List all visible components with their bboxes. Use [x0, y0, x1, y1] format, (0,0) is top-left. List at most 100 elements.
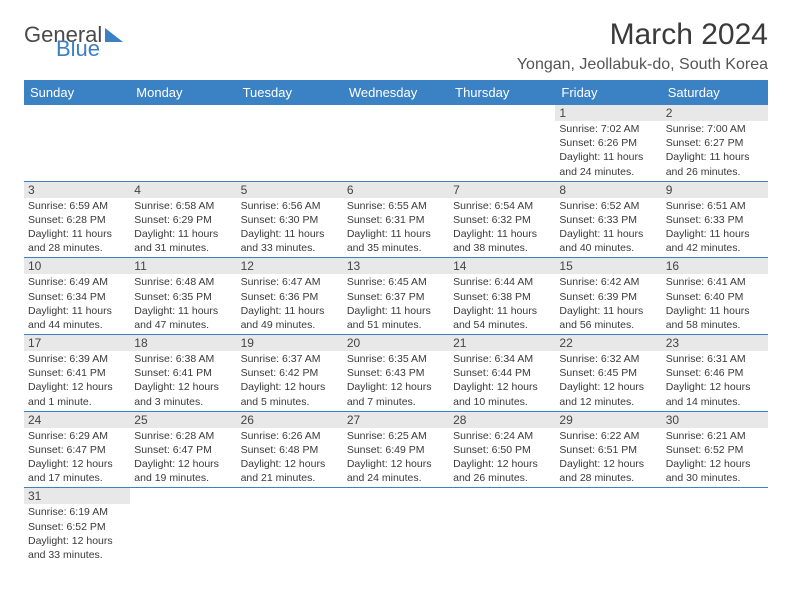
calendar-week-row: 17Sunrise: 6:39 AMSunset: 6:41 PMDayligh… [24, 335, 768, 412]
calendar-cell: 20Sunrise: 6:35 AMSunset: 6:43 PMDayligh… [343, 335, 449, 412]
day-number: 1 [555, 105, 661, 121]
calendar-cell: 14Sunrise: 6:44 AMSunset: 6:38 PMDayligh… [449, 258, 555, 335]
day-number: 10 [24, 258, 130, 274]
day-details: Sunrise: 6:52 AMSunset: 6:33 PMDaylight:… [555, 198, 661, 258]
day-details: Sunrise: 6:19 AMSunset: 6:52 PMDaylight:… [24, 504, 130, 564]
calendar-cell: 5Sunrise: 6:56 AMSunset: 6:30 PMDaylight… [237, 181, 343, 258]
sunrise-text: Sunrise: 6:48 AM [134, 275, 232, 289]
sunset-text: Sunset: 6:44 PM [453, 366, 551, 380]
day-details: Sunrise: 6:39 AMSunset: 6:41 PMDaylight:… [24, 351, 130, 411]
calendar-cell: 2Sunrise: 7:00 AMSunset: 6:27 PMDaylight… [662, 105, 768, 181]
day-details: Sunrise: 6:44 AMSunset: 6:38 PMDaylight:… [449, 274, 555, 334]
daylight-text: Daylight: 11 hours and 35 minutes. [347, 227, 445, 255]
calendar-week-row: 1Sunrise: 7:02 AMSunset: 6:26 PMDaylight… [24, 105, 768, 181]
calendar-cell: 16Sunrise: 6:41 AMSunset: 6:40 PMDayligh… [662, 258, 768, 335]
sunset-text: Sunset: 6:28 PM [28, 213, 126, 227]
sunset-text: Sunset: 6:41 PM [28, 366, 126, 380]
sunrise-text: Sunrise: 6:56 AM [241, 199, 339, 213]
calendar-cell: 6Sunrise: 6:55 AMSunset: 6:31 PMDaylight… [343, 181, 449, 258]
day-details: Sunrise: 6:35 AMSunset: 6:43 PMDaylight:… [343, 351, 449, 411]
calendar-cell: 29Sunrise: 6:22 AMSunset: 6:51 PMDayligh… [555, 411, 661, 488]
calendar-week-row: 10Sunrise: 6:49 AMSunset: 6:34 PMDayligh… [24, 258, 768, 335]
day-details: Sunrise: 6:34 AMSunset: 6:44 PMDaylight:… [449, 351, 555, 411]
day-details: Sunrise: 6:58 AMSunset: 6:29 PMDaylight:… [130, 198, 236, 258]
day-number: 25 [130, 412, 236, 428]
calendar-cell: 27Sunrise: 6:25 AMSunset: 6:49 PMDayligh… [343, 411, 449, 488]
calendar-cell: 22Sunrise: 6:32 AMSunset: 6:45 PMDayligh… [555, 335, 661, 412]
day-number: 29 [555, 412, 661, 428]
day-details: Sunrise: 6:47 AMSunset: 6:36 PMDaylight:… [237, 274, 343, 334]
day-number: 8 [555, 182, 661, 198]
sunset-text: Sunset: 6:50 PM [453, 443, 551, 457]
day-header: Friday [555, 80, 661, 105]
calendar-cell: 1Sunrise: 7:02 AMSunset: 6:26 PMDaylight… [555, 105, 661, 181]
day-details: Sunrise: 6:51 AMSunset: 6:33 PMDaylight:… [662, 198, 768, 258]
calendar-cell: 12Sunrise: 6:47 AMSunset: 6:36 PMDayligh… [237, 258, 343, 335]
day-number: 19 [237, 335, 343, 351]
calendar-cell [24, 105, 130, 181]
day-number: 2 [662, 105, 768, 121]
day-number: 16 [662, 258, 768, 274]
calendar-week-row: 3Sunrise: 6:59 AMSunset: 6:28 PMDaylight… [24, 181, 768, 258]
sunset-text: Sunset: 6:47 PM [134, 443, 232, 457]
daylight-text: Daylight: 12 hours and 28 minutes. [559, 457, 657, 485]
day-number: 11 [130, 258, 236, 274]
daylight-text: Daylight: 11 hours and 31 minutes. [134, 227, 232, 255]
daylight-text: Daylight: 12 hours and 33 minutes. [28, 534, 126, 562]
day-number: 9 [662, 182, 768, 198]
calendar-cell [449, 488, 555, 564]
day-details: Sunrise: 6:48 AMSunset: 6:35 PMDaylight:… [130, 274, 236, 334]
day-details: Sunrise: 6:21 AMSunset: 6:52 PMDaylight:… [662, 428, 768, 488]
calendar-cell: 8Sunrise: 6:52 AMSunset: 6:33 PMDaylight… [555, 181, 661, 258]
calendar-cell: 28Sunrise: 6:24 AMSunset: 6:50 PMDayligh… [449, 411, 555, 488]
calendar-cell: 30Sunrise: 6:21 AMSunset: 6:52 PMDayligh… [662, 411, 768, 488]
daylight-text: Daylight: 12 hours and 12 minutes. [559, 380, 657, 408]
calendar-cell [343, 488, 449, 564]
day-number: 12 [237, 258, 343, 274]
daylight-text: Daylight: 11 hours and 47 minutes. [134, 304, 232, 332]
sunrise-text: Sunrise: 6:41 AM [666, 275, 764, 289]
calendar-cell [130, 488, 236, 564]
calendar-cell: 9Sunrise: 6:51 AMSunset: 6:33 PMDaylight… [662, 181, 768, 258]
sunrise-text: Sunrise: 6:32 AM [559, 352, 657, 366]
day-details: Sunrise: 6:29 AMSunset: 6:47 PMDaylight:… [24, 428, 130, 488]
day-number: 27 [343, 412, 449, 428]
day-header: Saturday [662, 80, 768, 105]
sunrise-text: Sunrise: 6:21 AM [666, 429, 764, 443]
sunrise-text: Sunrise: 6:38 AM [134, 352, 232, 366]
calendar-week-row: 24Sunrise: 6:29 AMSunset: 6:47 PMDayligh… [24, 411, 768, 488]
sunrise-text: Sunrise: 7:02 AM [559, 122, 657, 136]
sunset-text: Sunset: 6:49 PM [347, 443, 445, 457]
sunrise-text: Sunrise: 6:39 AM [28, 352, 126, 366]
day-number: 24 [24, 412, 130, 428]
sunset-text: Sunset: 6:33 PM [559, 213, 657, 227]
sunrise-text: Sunrise: 6:52 AM [559, 199, 657, 213]
calendar-cell: 25Sunrise: 6:28 AMSunset: 6:47 PMDayligh… [130, 411, 236, 488]
day-number: 22 [555, 335, 661, 351]
calendar-cell: 15Sunrise: 6:42 AMSunset: 6:39 PMDayligh… [555, 258, 661, 335]
sunrise-text: Sunrise: 6:49 AM [28, 275, 126, 289]
daylight-text: Daylight: 11 hours and 38 minutes. [453, 227, 551, 255]
day-number: 13 [343, 258, 449, 274]
daylight-text: Daylight: 12 hours and 14 minutes. [666, 380, 764, 408]
day-details: Sunrise: 6:41 AMSunset: 6:40 PMDaylight:… [662, 274, 768, 334]
sunset-text: Sunset: 6:27 PM [666, 136, 764, 150]
sunset-text: Sunset: 6:38 PM [453, 290, 551, 304]
sunset-text: Sunset: 6:30 PM [241, 213, 339, 227]
sunrise-text: Sunrise: 6:31 AM [666, 352, 764, 366]
day-details: Sunrise: 6:26 AMSunset: 6:48 PMDaylight:… [237, 428, 343, 488]
day-details: Sunrise: 6:56 AMSunset: 6:30 PMDaylight:… [237, 198, 343, 258]
calendar-cell: 4Sunrise: 6:58 AMSunset: 6:29 PMDaylight… [130, 181, 236, 258]
daylight-text: Daylight: 12 hours and 10 minutes. [453, 380, 551, 408]
sunrise-text: Sunrise: 6:51 AM [666, 199, 764, 213]
daylight-text: Daylight: 11 hours and 42 minutes. [666, 227, 764, 255]
sunrise-text: Sunrise: 6:54 AM [453, 199, 551, 213]
brand-text-blue: Blue [56, 38, 123, 60]
sunset-text: Sunset: 6:42 PM [241, 366, 339, 380]
sunrise-text: Sunrise: 6:37 AM [241, 352, 339, 366]
sunrise-text: Sunrise: 6:35 AM [347, 352, 445, 366]
day-number: 3 [24, 182, 130, 198]
calendar-cell: 17Sunrise: 6:39 AMSunset: 6:41 PMDayligh… [24, 335, 130, 412]
calendar-cell: 26Sunrise: 6:26 AMSunset: 6:48 PMDayligh… [237, 411, 343, 488]
sunrise-text: Sunrise: 6:29 AM [28, 429, 126, 443]
